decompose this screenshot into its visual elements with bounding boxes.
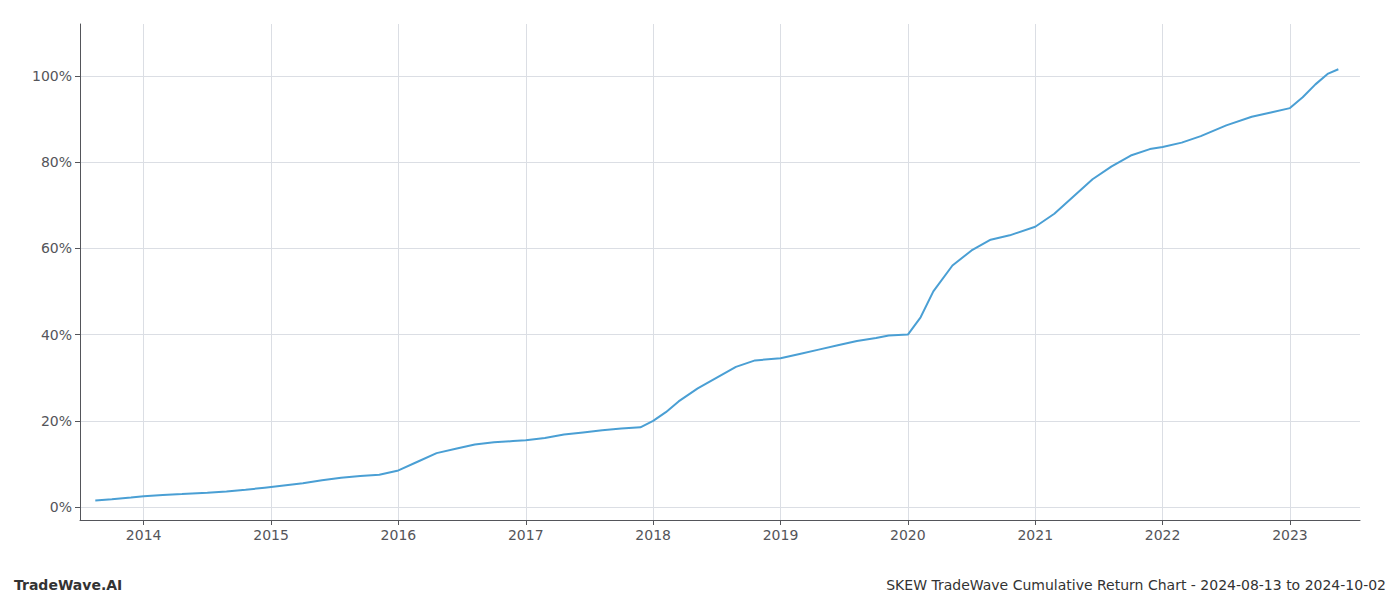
svg-text:2023: 2023: [1272, 527, 1308, 543]
svg-text:20%: 20%: [41, 413, 72, 429]
svg-text:60%: 60%: [41, 240, 72, 256]
svg-text:0%: 0%: [50, 499, 72, 515]
svg-text:2017: 2017: [508, 527, 544, 543]
svg-text:2021: 2021: [1017, 527, 1053, 543]
svg-text:2018: 2018: [635, 527, 671, 543]
svg-text:2020: 2020: [890, 527, 926, 543]
svg-text:40%: 40%: [41, 327, 72, 343]
svg-text:2014: 2014: [126, 527, 162, 543]
svg-text:2022: 2022: [1145, 527, 1181, 543]
svg-text:2019: 2019: [763, 527, 799, 543]
svg-text:2015: 2015: [253, 527, 289, 543]
svg-text:2016: 2016: [381, 527, 417, 543]
svg-text:100%: 100%: [32, 68, 72, 84]
svg-text:SKEW TradeWave Cumulative Retu: SKEW TradeWave Cumulative Return Chart -…: [886, 577, 1386, 593]
svg-text:TradeWave.AI: TradeWave.AI: [14, 577, 122, 593]
svg-text:80%: 80%: [41, 154, 72, 170]
